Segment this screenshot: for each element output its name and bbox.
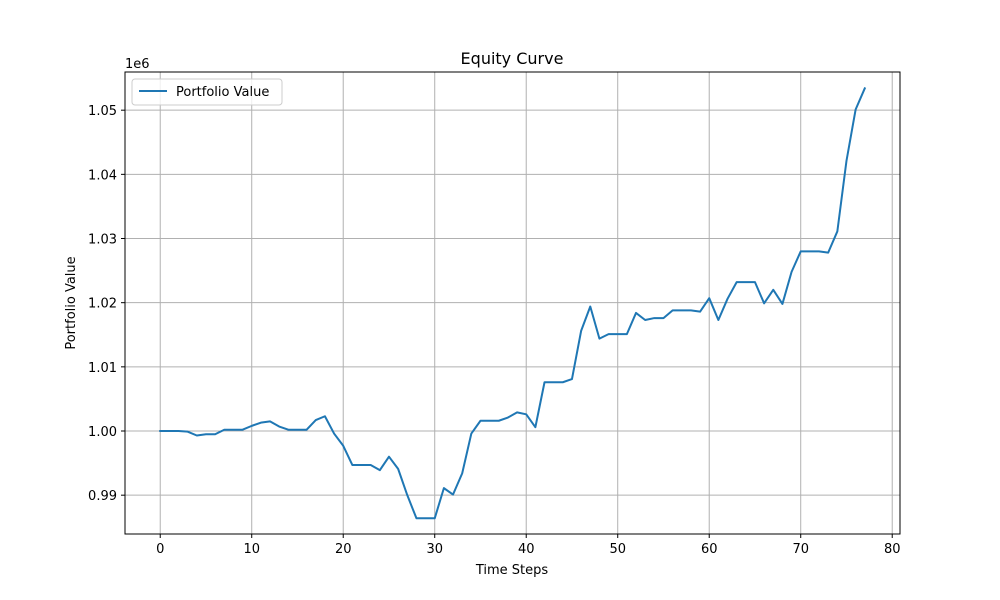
y-tick-label: 1.05	[88, 104, 117, 119]
x-tick-label: 0	[156, 542, 164, 557]
x-tick-label: 20	[335, 542, 352, 557]
y-axis: 0.99 1.00 1.01 1.02 1.03 1.04 1.05	[88, 104, 125, 504]
y-tick-label: 1.03	[88, 233, 117, 248]
x-tick-label: 40	[518, 542, 535, 557]
y-axis-offset-label: 1e6	[125, 57, 150, 72]
y-tick-label: 1.01	[88, 361, 117, 376]
y-tick-label: 1.02	[88, 297, 117, 312]
x-tick-label: 80	[884, 542, 901, 557]
grid-lines	[125, 72, 900, 534]
legend-box	[131, 78, 283, 106]
x-axis-label: Time Steps	[475, 563, 549, 578]
legend-label: Portfolio Value	[176, 85, 269, 100]
plot-area	[124, 71, 901, 535]
y-tick-label: 1.04	[88, 168, 117, 183]
x-tick-label: 60	[701, 542, 718, 557]
x-axis: 0 10 20 30 40 50 60 70 80	[156, 534, 900, 557]
y-tick-label: 1.00	[88, 425, 117, 440]
y-axis-label: Portfolio Value	[64, 256, 79, 349]
x-tick-label: 10	[243, 542, 260, 557]
x-tick-label: 70	[792, 542, 809, 557]
chart-title: Equity Curve	[461, 49, 564, 68]
series-layer	[159, 87, 867, 520]
series-line-portfolio-value	[159, 87, 867, 520]
y-tick-label: 0.99	[88, 489, 117, 504]
legend: Portfolio Value	[131, 78, 283, 106]
x-tick-label: 50	[609, 542, 626, 557]
x-tick-label: 30	[426, 542, 443, 557]
